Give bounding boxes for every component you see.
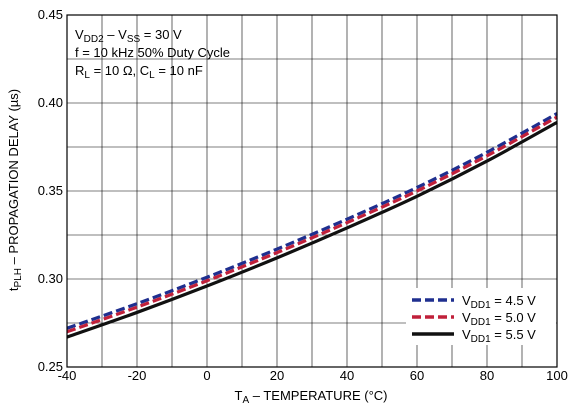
x-axis-label: TA – TEMPERATURE (°C)	[235, 388, 388, 406]
plot-frame	[66, 14, 558, 368]
legend-label: VDD1 = 5.0 V	[462, 310, 536, 328]
y-axis-label: tPLH – PROPAGATION DELAY (µs)	[6, 89, 24, 291]
y-tick-labels: 0.25 0.30 0.35 0.40 0.45	[38, 7, 63, 374]
x-tick-label: 40	[340, 368, 354, 383]
x-tick-label: 0	[203, 368, 210, 383]
x-tick-label: -40	[58, 368, 77, 383]
y-tick-label: 0.45	[38, 7, 63, 22]
annotation-line: f = 10 kHz 50% Duty Cycle	[75, 45, 230, 60]
annotation-line: VDD2 – VSS = 30 V	[75, 27, 182, 45]
y-tick-label: 0.35	[38, 183, 63, 198]
test-conditions-annotation: VDD2 – VSS = 30 Vf = 10 kHz 50% Duty Cyc…	[75, 27, 230, 81]
legend-label: VDD1 = 5.5 V	[462, 327, 536, 345]
series-lines	[66, 112, 558, 339]
series-line-3	[66, 120, 558, 339]
x-tick-label: 60	[410, 368, 424, 383]
x-tick-label: 80	[480, 368, 494, 383]
series-line-1	[66, 112, 558, 330]
y-tick-label: 0.25	[38, 359, 63, 374]
x-tick-label: 20	[270, 368, 284, 383]
x-tick-labels: -40 -20 0 20 40 60 80 100	[58, 368, 568, 383]
x-tick-label: 100	[546, 368, 568, 383]
y-tick-label: 0.30	[38, 271, 63, 286]
y-tick-label: 0.40	[38, 95, 63, 110]
x-tick-label: -20	[128, 368, 147, 383]
series-line-2	[66, 115, 558, 334]
legend-label: VDD1 = 4.5 V	[462, 293, 536, 311]
annotation-line: RL = 10 Ω, CL = 10 nF	[75, 63, 203, 81]
